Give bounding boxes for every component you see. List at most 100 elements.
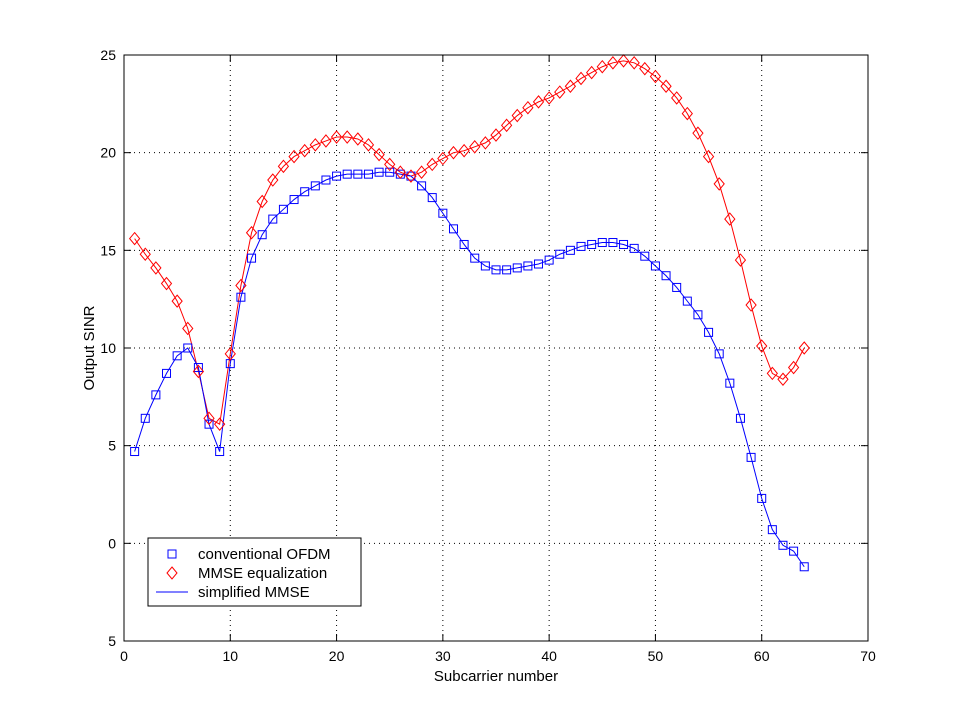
x-tick-label: 30	[435, 648, 451, 664]
data-point	[660, 79, 672, 94]
data-point	[417, 181, 427, 191]
data-point	[704, 327, 714, 337]
data-point	[534, 259, 544, 269]
data-point	[767, 525, 777, 535]
data-point	[702, 149, 715, 164]
data-point	[777, 372, 789, 387]
data-point	[374, 167, 384, 177]
data-point	[470, 253, 480, 263]
data-point	[300, 187, 310, 197]
data-point	[619, 239, 629, 249]
y-tick-label: 10	[100, 340, 116, 356]
y-tick-label: 0	[108, 535, 116, 551]
data-point	[193, 363, 203, 373]
data-point	[778, 540, 788, 550]
data-point	[171, 294, 183, 308]
legend-marker	[167, 549, 177, 559]
data-point	[459, 239, 469, 249]
data-point	[139, 247, 151, 262]
data-point	[278, 204, 288, 214]
y-tick-label: 20	[100, 145, 116, 161]
data-point	[544, 255, 554, 265]
y-tick-label: 15	[100, 242, 116, 258]
data-point	[639, 61, 651, 76]
legend: conventional OFDM MMSE equalization simpli…	[147, 537, 362, 607]
data-point	[236, 292, 246, 302]
data-point	[235, 278, 247, 293]
data-point	[204, 419, 214, 429]
data-point	[427, 193, 437, 203]
x-tick-label: 60	[754, 648, 770, 664]
data-point	[224, 347, 236, 361]
data-point	[267, 173, 279, 187]
data-point	[438, 208, 448, 218]
legend-box	[147, 537, 362, 607]
data-point	[415, 165, 428, 179]
data-point	[798, 341, 810, 355]
data-point	[576, 241, 586, 251]
data-point	[596, 59, 608, 74]
data-point	[597, 238, 607, 248]
data-point	[245, 225, 258, 240]
data-point	[469, 140, 481, 154]
data-point	[268, 214, 278, 224]
data-point	[554, 85, 566, 99]
data-point	[203, 411, 215, 426]
data-point	[512, 263, 522, 273]
data-point	[247, 253, 257, 263]
data-point	[480, 261, 490, 271]
data-point	[746, 452, 756, 462]
data-point	[692, 126, 704, 140]
data-point	[629, 243, 639, 253]
x-tick-label: 20	[329, 648, 345, 664]
data-point	[672, 282, 682, 292]
data-point	[555, 249, 565, 259]
data-point	[500, 118, 513, 133]
data-point	[288, 149, 300, 164]
data-point	[215, 447, 225, 457]
data-point	[385, 167, 395, 177]
data-point	[650, 261, 660, 271]
x-tick-label: 10	[222, 648, 238, 664]
data-point	[330, 130, 343, 144]
data-point	[714, 349, 724, 359]
series-line	[134, 60, 805, 425]
data-point	[491, 265, 501, 275]
x-tick-label: 40	[541, 648, 557, 664]
data-point	[373, 147, 385, 162]
data-point	[352, 132, 364, 146]
data-point	[532, 95, 545, 109]
legend-label: MMSE equalization	[198, 565, 327, 582]
data-point	[289, 195, 299, 205]
data-point	[362, 138, 375, 152]
series-markers-0	[130, 167, 809, 572]
data-point	[789, 546, 799, 556]
data-point	[160, 276, 173, 291]
data-point	[671, 91, 683, 105]
data-point	[321, 175, 331, 185]
data-point	[130, 447, 140, 457]
y-tick-label: 5	[108, 438, 116, 454]
x-tick-label: 70	[860, 648, 876, 664]
data-point	[406, 171, 416, 181]
data-point	[787, 360, 800, 375]
data-point	[151, 390, 161, 400]
data-point	[309, 138, 321, 152]
data-point	[437, 151, 449, 166]
data-point	[661, 271, 671, 281]
data-point	[564, 79, 577, 94]
data-point	[214, 417, 226, 431]
data-point	[363, 169, 373, 179]
data-point	[586, 65, 598, 80]
series-2	[134, 171, 805, 568]
data-point	[799, 562, 809, 572]
data-point	[587, 239, 597, 249]
data-point	[320, 134, 332, 148]
data-point	[128, 231, 141, 246]
series-1	[134, 60, 805, 425]
data-point	[479, 136, 492, 150]
data-point	[628, 56, 640, 70]
data-point	[543, 91, 555, 105]
data-point	[182, 321, 194, 336]
